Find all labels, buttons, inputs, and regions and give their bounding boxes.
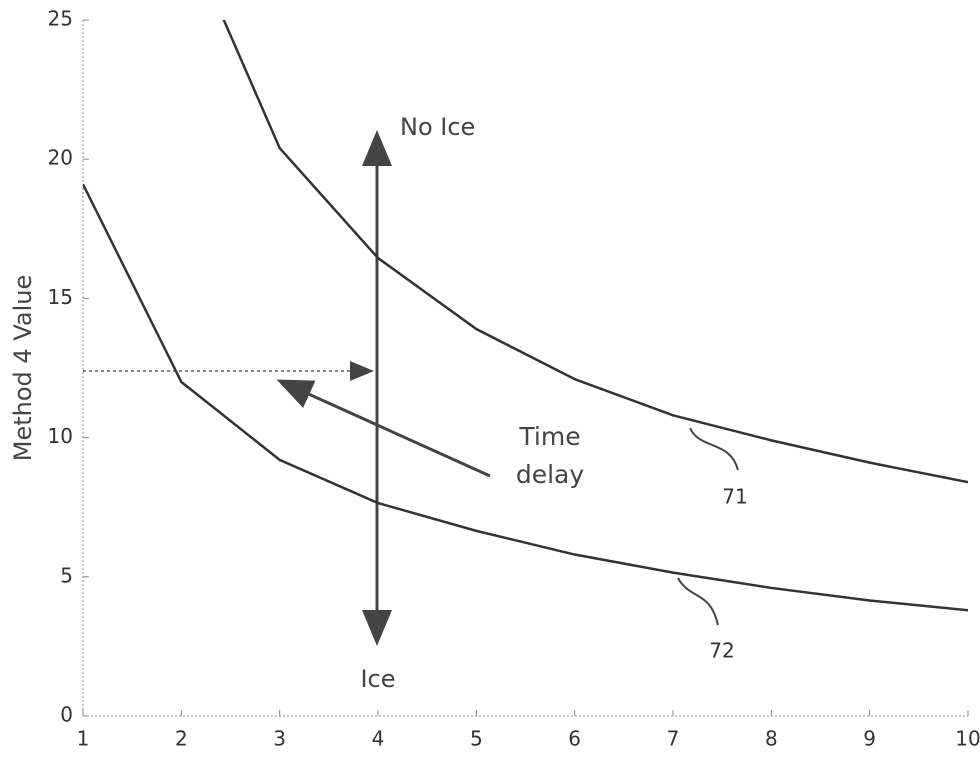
ice-label: Ice	[360, 665, 395, 693]
x-tick-label: 8	[765, 727, 778, 751]
y-axis-label: Method 4 Value	[9, 275, 37, 461]
x-tick-label: 5	[470, 727, 483, 751]
series-line	[222, 20, 968, 484]
time-delay-label: Time delay	[515, 422, 585, 489]
x-tick-label: 2	[175, 727, 188, 751]
delay-arrow	[276, 379, 491, 478]
no-ice-label: No Ice	[400, 113, 475, 141]
x-tick-label: 7	[667, 727, 680, 751]
leader-71	[689, 427, 739, 471]
y-tick-label: 20	[48, 146, 73, 170]
x-tick-label: 4	[372, 727, 385, 751]
y-tick-label: 5	[60, 563, 73, 587]
series-label: 72	[709, 639, 734, 663]
y-tick-label: 10	[48, 424, 73, 448]
series-line	[83, 183, 968, 612]
x-tick-label: 9	[863, 727, 876, 751]
x-tick-label: 6	[568, 727, 581, 751]
x-tick-label: 1	[77, 727, 90, 751]
y-tick-label: 15	[48, 285, 73, 309]
leader-72	[677, 577, 719, 626]
x-tick-label: 3	[273, 727, 286, 751]
y-tick-label: 25	[48, 7, 73, 31]
x-tick-label: 10	[955, 727, 980, 751]
y-tick-label: 0	[60, 703, 73, 727]
series-label: 71	[722, 485, 747, 509]
